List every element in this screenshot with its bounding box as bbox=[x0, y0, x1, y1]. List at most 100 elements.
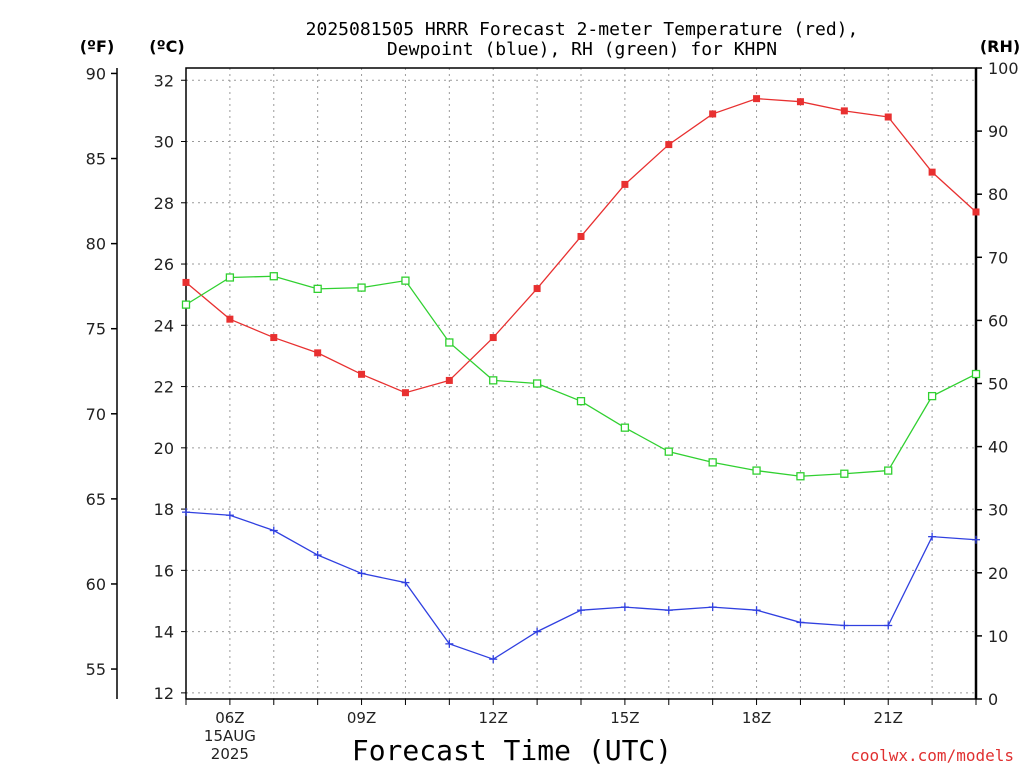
chart-title-line2: Dewpoint (blue), RH (green) for KHPN bbox=[387, 39, 777, 60]
x-tick-labels: 06Z 09Z 12Z 15Z 18Z 21Z 15AUG 2025 bbox=[204, 709, 903, 763]
temperature-point bbox=[489, 334, 497, 342]
rh-point bbox=[840, 469, 849, 478]
celsius-tick-20: 20 bbox=[154, 439, 174, 458]
celsius-tick-18: 18 bbox=[154, 500, 174, 519]
dewpoint-point bbox=[182, 508, 190, 517]
dewpoint-point bbox=[445, 639, 454, 648]
rh-point bbox=[401, 276, 410, 285]
rh-tick-90: 90 bbox=[988, 122, 1008, 141]
celsius-unit-label: (ºC) bbox=[149, 37, 184, 56]
dewpoint-point bbox=[752, 606, 761, 615]
series-layer bbox=[181, 95, 981, 664]
celsius-tick-28: 28 bbox=[154, 194, 174, 213]
rh-tick-70: 70 bbox=[988, 248, 1008, 267]
temperature-line bbox=[185, 97, 977, 394]
celsius-tick-22: 22 bbox=[154, 378, 174, 397]
temperature-series bbox=[182, 95, 980, 397]
dewpoint-point bbox=[401, 578, 410, 587]
fahrenheit-tick-70: 70 bbox=[86, 405, 106, 424]
x-tick-12z: 12Z bbox=[479, 709, 508, 727]
temperature-point bbox=[753, 95, 761, 103]
rh-tick-50: 50 bbox=[988, 375, 1008, 394]
temperature-point bbox=[182, 278, 190, 286]
dewpoint-point bbox=[357, 569, 366, 578]
fahrenheit-tick-80: 80 bbox=[86, 235, 106, 254]
celsius-tick-14: 14 bbox=[154, 623, 174, 642]
x-tick-06z: 06Z bbox=[215, 709, 244, 727]
x-tick-09z: 09Z bbox=[347, 709, 376, 727]
temperature-point bbox=[226, 315, 234, 323]
rh-point bbox=[708, 458, 717, 467]
chart-title-line1: 2025081505 HRRR Forecast 2-meter Tempera… bbox=[306, 19, 859, 40]
temperature-point bbox=[796, 98, 804, 106]
dewpoint-point bbox=[577, 606, 585, 615]
rh-point bbox=[752, 466, 761, 475]
rh-tick-0: 0 bbox=[988, 690, 998, 709]
x-tick-year: 2025 bbox=[211, 745, 249, 763]
temperature-point bbox=[928, 168, 936, 176]
rh-tick-80: 80 bbox=[988, 185, 1008, 204]
temperature-point bbox=[314, 349, 322, 357]
celsius-tick-30: 30 bbox=[154, 133, 174, 152]
dewpoint-point bbox=[972, 535, 980, 544]
rh-point bbox=[971, 369, 981, 379]
rh-series bbox=[181, 272, 981, 481]
temperature-point bbox=[840, 107, 848, 115]
rh-tick-labels: 0 10 20 30 40 50 60 70 80 90 100 bbox=[988, 59, 1019, 709]
rh-point bbox=[576, 397, 586, 406]
dewpoint-point bbox=[796, 618, 805, 627]
celsius-tick-32: 32 bbox=[154, 71, 174, 90]
rh-point bbox=[357, 283, 366, 292]
rh-point bbox=[313, 284, 322, 294]
temperature-point bbox=[884, 113, 892, 121]
celsius-tick-16: 16 bbox=[154, 561, 174, 580]
temperature-point bbox=[270, 334, 278, 342]
rh-point bbox=[532, 379, 542, 388]
fahrenheit-tick-65: 65 bbox=[86, 490, 106, 509]
fahrenheit-tick-55: 55 bbox=[86, 660, 106, 679]
dewpoint-point bbox=[708, 603, 717, 612]
rh-tick-60: 60 bbox=[988, 311, 1008, 330]
temperature-point bbox=[709, 110, 717, 118]
fahrenheit-tick-marks bbox=[111, 72, 117, 670]
celsius-tick-12: 12 bbox=[154, 684, 174, 703]
plot-area bbox=[185, 67, 977, 700]
temperature-point bbox=[665, 141, 673, 149]
rh-point bbox=[620, 423, 630, 432]
temperature-point bbox=[621, 180, 629, 188]
rh-point bbox=[489, 376, 498, 385]
rh-unit-label: (RH) bbox=[980, 37, 1020, 56]
dewpoint-point bbox=[313, 551, 322, 560]
x-tick-21z: 21Z bbox=[874, 709, 903, 727]
temperature-point bbox=[358, 370, 366, 378]
temperature-point bbox=[972, 208, 980, 216]
rh-tick-10: 10 bbox=[988, 627, 1008, 646]
temperature-point bbox=[445, 376, 453, 384]
rh-point bbox=[269, 272, 278, 281]
dewpoint-point bbox=[664, 606, 673, 615]
x-axis-label: Forecast Time (UTC) bbox=[352, 734, 672, 767]
temperature-point bbox=[533, 285, 541, 293]
fahrenheit-tick-60: 60 bbox=[86, 575, 106, 594]
x-tick-15z: 15Z bbox=[610, 709, 639, 727]
celsius-tick-24: 24 bbox=[154, 316, 174, 335]
rh-point bbox=[225, 273, 235, 282]
dewpoint-point bbox=[620, 603, 629, 612]
dewpoint-point bbox=[884, 621, 893, 630]
rh-point bbox=[445, 338, 454, 347]
x-tick-date: 15AUG bbox=[204, 727, 256, 745]
credit-text: coolwx.com/models bbox=[850, 746, 1014, 765]
rh-point bbox=[884, 466, 893, 475]
temperature-point bbox=[577, 232, 585, 240]
dewpoint-point bbox=[225, 511, 234, 520]
celsius-tick-26: 26 bbox=[154, 255, 174, 274]
rh-point bbox=[927, 391, 937, 401]
rh-point bbox=[664, 447, 673, 456]
fahrenheit-tick-labels: 55 60 65 70 75 80 85 90 bbox=[86, 64, 106, 679]
rh-tick-30: 30 bbox=[988, 501, 1008, 520]
dewpoint-point bbox=[269, 526, 278, 535]
rh-tick-100: 100 bbox=[988, 59, 1019, 78]
dewpoint-series bbox=[182, 508, 980, 664]
celsius-tick-labels: 12 14 16 18 20 22 24 26 28 30 32 bbox=[154, 71, 174, 703]
